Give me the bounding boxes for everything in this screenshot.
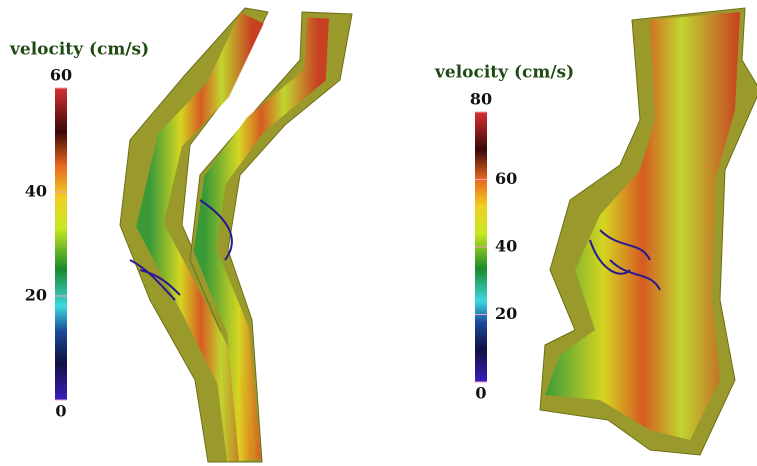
tick-label: 40 (25, 182, 47, 201)
colorbar (55, 88, 67, 400)
colorbar-title: velocity (cm/s) (434, 63, 574, 83)
tick-label: 20 (25, 286, 47, 305)
visualization: velocity (cm/s) velocity (cm/s) 0 20 40 60 0… (0, 0, 757, 466)
colorbar-title: velocity (cm/s) (9, 40, 149, 60)
tick-label: 0 (475, 384, 486, 403)
left-vessel (120, 8, 352, 462)
tick-label: 80 (470, 90, 492, 109)
tick-label: 60 (495, 169, 517, 188)
tick-label: 60 (50, 66, 72, 85)
tick-label: 0 (55, 402, 66, 421)
tick-label: 20 (495, 304, 517, 323)
tick-label: 40 (495, 237, 517, 256)
